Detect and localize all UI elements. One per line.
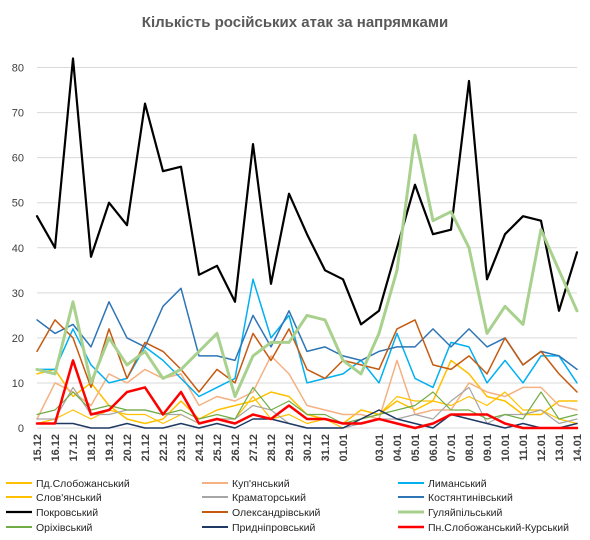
y-tick-label: 50: [12, 198, 24, 210]
legend-label: Лиманський: [428, 478, 487, 490]
chart-title: Кількість російських атак за напрямками: [142, 14, 448, 31]
x-tick-label: 19.12: [104, 434, 116, 462]
legend-label: Пд.Слобожанський: [36, 478, 130, 490]
x-tick-label: 04.01: [392, 434, 404, 462]
x-tick-label: 01.01: [338, 434, 350, 462]
series-line-12: [35, 359, 579, 430]
y-tick-label: 60: [12, 153, 24, 165]
x-tick-label: 08.01: [464, 434, 476, 462]
y-tick-label: 0: [18, 423, 24, 435]
legend-label: Оріхівський: [36, 522, 93, 534]
x-tick-label: 28.12: [266, 434, 278, 462]
legend-label: Пн.Слобожанський-Курський: [428, 522, 569, 534]
x-axis: 15.12 16.12 17.12 18.12 19.12 20.12 21.12 22.12…: [32, 434, 584, 462]
x-tick-label: 03.01: [374, 434, 386, 462]
x-tick-label: 26.12: [230, 434, 242, 462]
legend-label: Слов'янський: [36, 492, 102, 504]
gridlines: [37, 67, 577, 429]
x-tick-label: 29.12: [284, 434, 296, 462]
x-tick-label: 12.01: [536, 434, 548, 462]
x-tick-label: 07.01: [446, 434, 458, 462]
x-tick-label: 16.12: [50, 434, 62, 462]
legend-label: Олександрівський: [232, 507, 321, 519]
x-tick-label: 17.12: [68, 434, 80, 462]
y-tick-label: 80: [12, 63, 24, 75]
legend-label: Куп'янський: [232, 478, 290, 490]
x-tick-label: 15.12: [32, 434, 44, 462]
x-tick-label: 21.12: [140, 434, 152, 462]
series-line-7: [35, 57, 579, 326]
x-tick-label: 31.12: [320, 434, 332, 462]
x-tick-label: 24.12: [194, 434, 206, 462]
series-line-10: [36, 386, 578, 425]
series-line-8: [36, 319, 578, 393]
x-tick-label: 20.12: [122, 434, 134, 462]
legend-label: Костянтинівський: [428, 492, 513, 504]
legend-label: Придніпровський: [232, 522, 316, 534]
y-tick-label: 30: [12, 288, 24, 300]
x-tick-label: 09.01: [482, 434, 494, 462]
legend-label: Гуляйпільський: [428, 507, 502, 519]
series-line-2: [36, 355, 578, 420]
x-tick-label: 25.12: [212, 434, 224, 462]
x-tick-label: 11.01: [518, 434, 530, 461]
x-tick-label: 06.01: [428, 434, 440, 462]
y-axis: 0 10 20 30 40 50 60 70 80: [12, 63, 24, 435]
legend-label: Краматорський: [232, 492, 306, 504]
x-tick-label: 05.01: [410, 434, 422, 462]
legend: Пд.Слобожанський Куп'янський Лиманський Сло…: [6, 478, 569, 534]
x-tick-label: 14.01: [572, 434, 584, 462]
series-line-9: [35, 133, 579, 398]
legend-label: Покровський: [36, 507, 98, 519]
x-tick-label: 27.12: [248, 434, 260, 462]
y-tick-label: 20: [12, 333, 24, 345]
x-tick-label: 18.12: [86, 434, 98, 462]
y-tick-label: 40: [12, 243, 24, 255]
x-tick-label: 22.12: [158, 434, 170, 462]
series-lines: [35, 57, 579, 430]
x-tick-label: 23.12: [176, 434, 188, 462]
series-line-6: [36, 287, 578, 371]
x-tick-label: 13.01: [554, 434, 566, 462]
y-tick-label: 70: [12, 108, 24, 120]
y-tick-label: 10: [12, 378, 24, 390]
x-tick-label: 10.01: [500, 434, 512, 462]
series-line-11: [36, 409, 578, 429]
series-line-4: [36, 391, 578, 429]
x-tick-label: 30.12: [302, 434, 314, 462]
